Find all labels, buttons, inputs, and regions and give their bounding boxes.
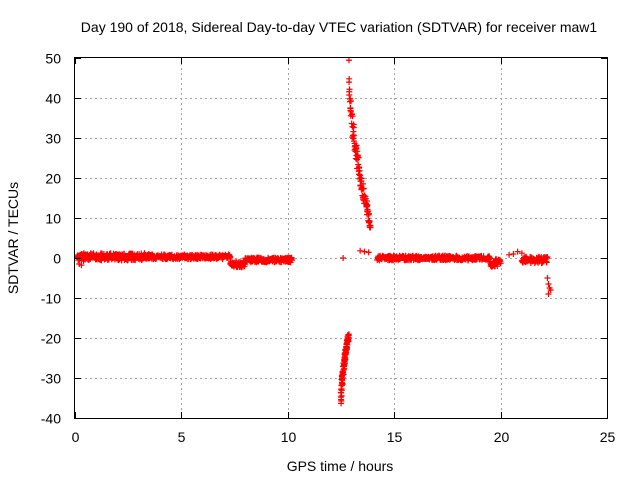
data-point [345,57,352,64]
data-point [547,287,554,293]
data-point [355,154,362,161]
y-tick-label: -30 [41,371,61,387]
data-point [346,79,353,86]
data-point [544,275,551,281]
data-point [360,185,367,192]
data-point [545,291,552,297]
data-point [357,247,364,254]
y-tick-label: -20 [41,331,61,347]
y-tick-label: 50 [45,51,61,67]
data-point [514,248,521,255]
data-point [364,208,371,215]
data-point [497,260,504,267]
y-tick-label: 20 [45,171,61,187]
x-tick-label: 0 [72,429,80,445]
data-point [345,331,352,338]
y-axis-label: SDTVAR / TECUs [5,182,21,294]
data-point [544,253,551,260]
data-point [365,249,372,256]
x-tick-label: 5 [178,429,186,445]
x-tick-label: 25 [600,429,616,445]
data-point [344,331,351,338]
data-point [506,251,513,258]
data-point [289,257,296,264]
data-markers [74,57,554,407]
data-point [80,258,87,265]
y-tick-label: 30 [45,131,61,147]
y-tick-label: 40 [45,91,61,107]
data-point [346,91,353,98]
y-tick-label: 10 [45,211,61,227]
x-axis-label: GPS time / hours [287,458,394,474]
chart-title: Day 190 of 2018, Sidereal Day-to-day VTE… [81,19,598,35]
x-tick-label: 10 [281,429,297,445]
data-point [361,248,368,255]
axis-ticks: 0 5 10 15 20 25 50 40 30 20 10 0 -10 -20 -30 -40 [41,51,616,446]
data-point [340,255,347,261]
data-point [350,132,357,139]
data-point [366,210,373,217]
data-point [358,175,365,182]
data-point [353,145,360,152]
data-point [349,113,356,120]
data-point [367,222,374,229]
y-tick-label: -10 [41,291,61,307]
plot-frame [74,57,608,419]
data-point [355,161,362,168]
data-point [545,281,552,287]
data-point [339,369,346,376]
data-point [518,250,525,257]
y-tick-label: -40 [41,411,61,427]
grid-lines [75,58,607,418]
data-point [350,124,357,131]
data-point [363,203,370,210]
data-point [350,138,357,145]
y-tick-label: 0 [53,251,61,267]
data-point [510,251,517,257]
data-point [78,262,85,269]
x-tick-label: 20 [494,429,510,445]
data-point [347,97,354,104]
x-tick-label: 15 [387,429,403,445]
data-point [346,86,353,93]
data-point [227,253,234,260]
